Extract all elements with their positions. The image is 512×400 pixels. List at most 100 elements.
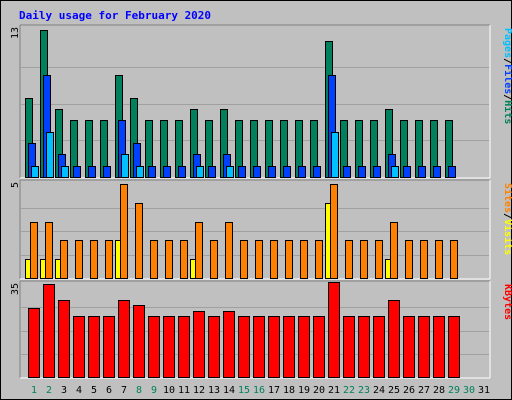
day-label: 30 bbox=[463, 385, 475, 396]
legend-entry: / bbox=[502, 213, 512, 219]
bar-kbytes bbox=[73, 316, 85, 378]
bar-kbytes bbox=[178, 316, 190, 378]
bar-files bbox=[238, 166, 246, 178]
bar-sites bbox=[405, 240, 413, 279]
bar-files bbox=[268, 166, 276, 178]
bar-files bbox=[343, 166, 351, 178]
day-label: 11 bbox=[178, 385, 190, 396]
bar-pages bbox=[31, 166, 39, 178]
bar-kbytes bbox=[28, 308, 40, 378]
panel-bottom-legend: KBytes bbox=[502, 284, 512, 320]
panel-bottom: 35 KBytes bbox=[10, 280, 512, 379]
bar-kbytes bbox=[403, 316, 415, 378]
bar-files bbox=[253, 166, 261, 178]
bar-pages bbox=[61, 166, 69, 178]
bar-pages bbox=[226, 166, 234, 178]
day-label: 4 bbox=[76, 385, 82, 396]
bar-sites bbox=[60, 240, 68, 279]
day-label: 2 bbox=[46, 385, 52, 396]
y-max-label: 35 bbox=[10, 283, 21, 295]
bar-sites bbox=[75, 240, 83, 279]
bar-kbytes bbox=[448, 316, 460, 378]
day-label: 31 bbox=[478, 385, 490, 396]
bar-sites bbox=[375, 240, 383, 279]
day-label: 27 bbox=[418, 385, 430, 396]
day-label: 1 bbox=[31, 385, 37, 396]
bar-sites bbox=[315, 240, 323, 279]
legend-entry: KBytes bbox=[502, 284, 512, 320]
day-label: 16 bbox=[253, 385, 265, 396]
bar-kbytes bbox=[43, 284, 55, 378]
bar-files bbox=[178, 166, 186, 178]
day-label: 15 bbox=[238, 385, 250, 396]
bar-kbytes bbox=[208, 316, 220, 378]
bar-files bbox=[448, 166, 456, 178]
bar-kbytes bbox=[193, 311, 205, 378]
bar-kbytes bbox=[238, 316, 250, 378]
bar-sites bbox=[360, 240, 368, 279]
day-label: 17 bbox=[268, 385, 280, 396]
bar-kbytes bbox=[148, 316, 160, 378]
bar-kbytes bbox=[328, 282, 340, 378]
bar-files bbox=[148, 166, 156, 178]
bar-sites bbox=[150, 240, 158, 279]
bar-files bbox=[373, 166, 381, 178]
legend-entry: Visits bbox=[502, 219, 512, 255]
bar-sites bbox=[135, 203, 143, 279]
bar-kbytes bbox=[268, 316, 280, 378]
bar-kbytes bbox=[418, 316, 430, 378]
bar-files bbox=[313, 166, 321, 178]
day-label: 14 bbox=[223, 385, 235, 396]
day-label: 12 bbox=[193, 385, 205, 396]
day-label: 8 bbox=[136, 385, 142, 396]
bar-sites bbox=[450, 240, 458, 279]
bar-pages bbox=[331, 132, 339, 178]
bar-sites bbox=[390, 222, 398, 279]
legend-entry: Sites bbox=[502, 183, 512, 213]
bar-files bbox=[208, 166, 216, 178]
bar-sites bbox=[330, 184, 338, 279]
bar-sites bbox=[90, 240, 98, 279]
bar-sites bbox=[345, 240, 353, 279]
bar-pages bbox=[391, 166, 399, 178]
bar-sites bbox=[105, 240, 113, 279]
bar-sites bbox=[285, 240, 293, 279]
day-label: 13 bbox=[208, 385, 220, 396]
legend-entry: Files bbox=[502, 64, 512, 94]
bar-kbytes bbox=[433, 316, 445, 378]
bar-files bbox=[403, 166, 411, 178]
day-label: 26 bbox=[403, 385, 415, 396]
bar-kbytes bbox=[283, 316, 295, 378]
bar-sites bbox=[30, 222, 38, 279]
bar-sites bbox=[435, 240, 443, 279]
panel-middle-legend: Sites/Visits bbox=[502, 183, 512, 255]
day-label: 24 bbox=[373, 385, 385, 396]
day-label: 9 bbox=[151, 385, 157, 396]
bar-kbytes bbox=[58, 300, 70, 378]
bar-sites bbox=[225, 222, 233, 279]
bar-kbytes bbox=[223, 311, 235, 378]
bar-pages bbox=[136, 166, 144, 178]
y-max-label: 13 bbox=[10, 27, 21, 39]
day-label: 10 bbox=[163, 385, 175, 396]
bar-kbytes bbox=[103, 316, 115, 378]
day-label: 18 bbox=[283, 385, 295, 396]
day-label: 7 bbox=[121, 385, 127, 396]
panel-top: 13 Pages/Files/Hits bbox=[10, 24, 512, 179]
bar-sites bbox=[195, 222, 203, 279]
bar-files bbox=[88, 166, 96, 178]
bar-sites bbox=[420, 240, 428, 279]
bar-kbytes bbox=[343, 316, 355, 378]
bar-kbytes bbox=[388, 300, 400, 378]
panel-middle: 5 Sites/Visits bbox=[10, 179, 512, 280]
bar-files bbox=[418, 166, 426, 178]
bar-kbytes bbox=[313, 316, 325, 378]
bar-kbytes bbox=[163, 316, 175, 378]
bar-kbytes bbox=[118, 300, 130, 378]
day-label: 22 bbox=[343, 385, 355, 396]
day-label: 21 bbox=[328, 385, 340, 396]
bar-sites bbox=[255, 240, 263, 279]
bar-pages bbox=[46, 132, 54, 178]
